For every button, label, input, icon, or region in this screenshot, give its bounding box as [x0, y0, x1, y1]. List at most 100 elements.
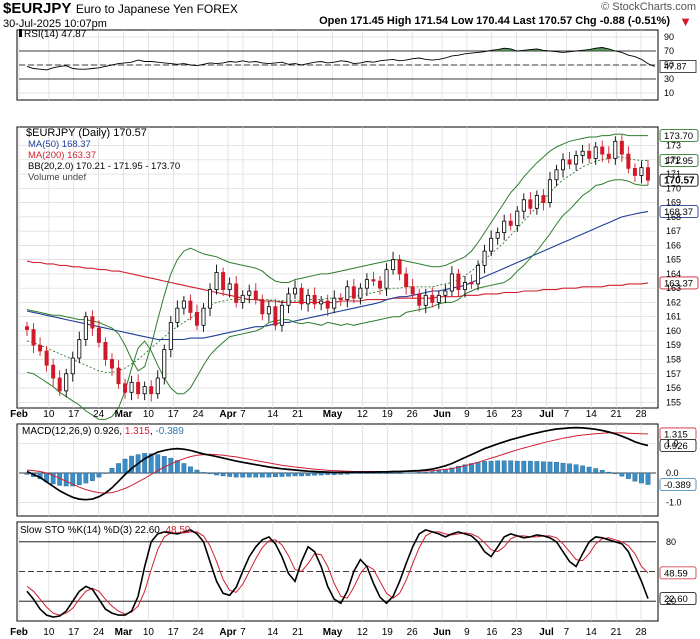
rsi-last-box	[659, 60, 697, 73]
candle-body-41	[293, 287, 298, 295]
macd-hist-bar-66	[456, 465, 461, 474]
sto-value-0: 48.59	[664, 568, 688, 579]
candle-body-63	[436, 294, 441, 303]
macd-hist-bar-26	[194, 469, 200, 474]
sto-k-line	[26, 529, 649, 618]
macd-hist-bar-4	[50, 472, 56, 485]
candle-body-26	[194, 312, 199, 326]
candle-body-54	[377, 280, 382, 289]
date-label-bottom-5: 10	[143, 627, 155, 638]
date-label-bottom-10: 14	[267, 627, 279, 638]
candle-body-43	[306, 294, 311, 305]
candle-body-74	[508, 220, 513, 226]
sto-tick-1: 20	[666, 596, 676, 606]
candle-body-58	[404, 273, 409, 288]
ohlc-summary: Open 171.45 High 171.54 Low 170.44 Last …	[319, 15, 670, 27]
macd-hist-bar-65	[449, 467, 455, 474]
candle-body-91	[619, 140, 624, 155]
candle-body-42	[299, 287, 304, 305]
candle-body-73	[502, 220, 507, 233]
macd-tick-0: 1.0	[666, 438, 679, 448]
candle-body-50	[351, 286, 356, 299]
candle-body-51	[358, 287, 363, 299]
candle-body-6	[64, 373, 69, 392]
date-label-price-7: 24	[193, 409, 205, 420]
candle-body-48	[338, 297, 343, 300]
macd-hist-bar-15	[122, 458, 128, 474]
macd-hist-bar-42	[299, 472, 304, 477]
price-tick-13: 168	[666, 212, 681, 222]
macd-hist-bar-38	[273, 472, 278, 478]
date-label-price-8: Apr	[219, 409, 236, 420]
candle-body-40	[286, 293, 291, 306]
candle-body-21	[162, 349, 167, 379]
price-tick-5: 160	[666, 326, 681, 336]
macd-hist-bar-29	[214, 472, 219, 476]
macd-hist-bar-90	[612, 472, 618, 475]
price-tick-6: 161	[666, 312, 681, 322]
candle-body-5	[57, 377, 62, 392]
rsi-layer: 47.87	[19, 47, 697, 80]
date-label-price-5: 10	[143, 409, 155, 420]
date-label-price-21: 7	[564, 409, 570, 420]
date-label-bottom-15: 26	[407, 627, 419, 638]
date-label-bottom-23: 21	[611, 627, 623, 638]
price-label-0: 173.70	[664, 131, 693, 142]
candle-body-15	[123, 383, 128, 393]
sto-value-1: 22.60	[664, 594, 688, 605]
ma200-line	[26, 260, 649, 303]
symbol: $EURJPY	[3, 0, 72, 17]
date-label-price-19: 23	[511, 409, 523, 420]
macd-hist-bar-51	[357, 472, 363, 474]
candle-body-34	[247, 290, 252, 296]
rsi-tick-3: 30	[664, 74, 674, 84]
macd-hist-bar-37	[266, 472, 272, 478]
date-label-bottom-0: Feb	[10, 627, 28, 638]
macd-hist-bar-69	[475, 462, 481, 474]
sto-value-box-1	[659, 592, 697, 606]
date-label-bottom-16: Jun	[433, 627, 451, 638]
candle-body-60	[417, 293, 422, 306]
date-label-bottom-9: 7	[240, 627, 246, 638]
price-label-box-2	[659, 173, 699, 187]
macd-hist-bar-33	[240, 472, 246, 478]
price-tick-1: 156	[666, 383, 681, 393]
macd-hist-bar-45	[318, 472, 324, 476]
macd-hist-bar-62	[429, 471, 435, 474]
candle-body-16	[129, 381, 134, 393]
candle-body-39	[279, 304, 284, 326]
date-label-price-1: 10	[43, 409, 55, 420]
candle-body-52	[364, 279, 369, 289]
price-label-4: 163.37	[664, 278, 693, 289]
bb-lower-line	[26, 179, 648, 420]
price-label-box-0	[659, 129, 699, 143]
candle-body-67	[462, 282, 467, 291]
legend-ma50: MA(50) 168.37	[28, 139, 91, 150]
candle-body-46	[325, 300, 330, 309]
macd-hist-bar-79	[541, 461, 546, 474]
macd-hist-bar-12	[103, 472, 108, 474]
date-label-price-16: Jun	[433, 409, 451, 420]
candle-body-66	[456, 273, 461, 291]
rsi-title-marker	[19, 29, 22, 37]
macd-hist-bar-76	[521, 460, 527, 474]
price-label-box-3	[659, 205, 699, 219]
macd-hist-bar-94	[639, 472, 644, 484]
macd-hist-bar-87	[593, 468, 599, 474]
macd-hist-bar-35	[253, 472, 259, 478]
macd-hist-bar-86	[586, 466, 592, 474]
macd-hist-bar-14	[116, 463, 121, 474]
macd-hist-bar-84	[573, 464, 579, 474]
date-label-bottom-2: 17	[68, 627, 80, 638]
macd-hist-bar-21	[161, 456, 167, 474]
macd-hist-bar-56	[390, 472, 396, 474]
ohlc-text: Open 171.45 High 171.54 Low 170.44 Last …	[319, 15, 670, 27]
date-label-price-6: 17	[168, 409, 180, 420]
macd-value-box-2	[659, 478, 697, 491]
instrument-name: Euro to Japanese Yen FOREX	[75, 2, 238, 16]
candle-body-37	[266, 306, 271, 315]
rsi-line	[26, 47, 655, 71]
candle-body-89	[606, 153, 611, 159]
sto-title-d: 48.59	[165, 525, 190, 536]
macd-hist-bar-89	[606, 471, 612, 474]
